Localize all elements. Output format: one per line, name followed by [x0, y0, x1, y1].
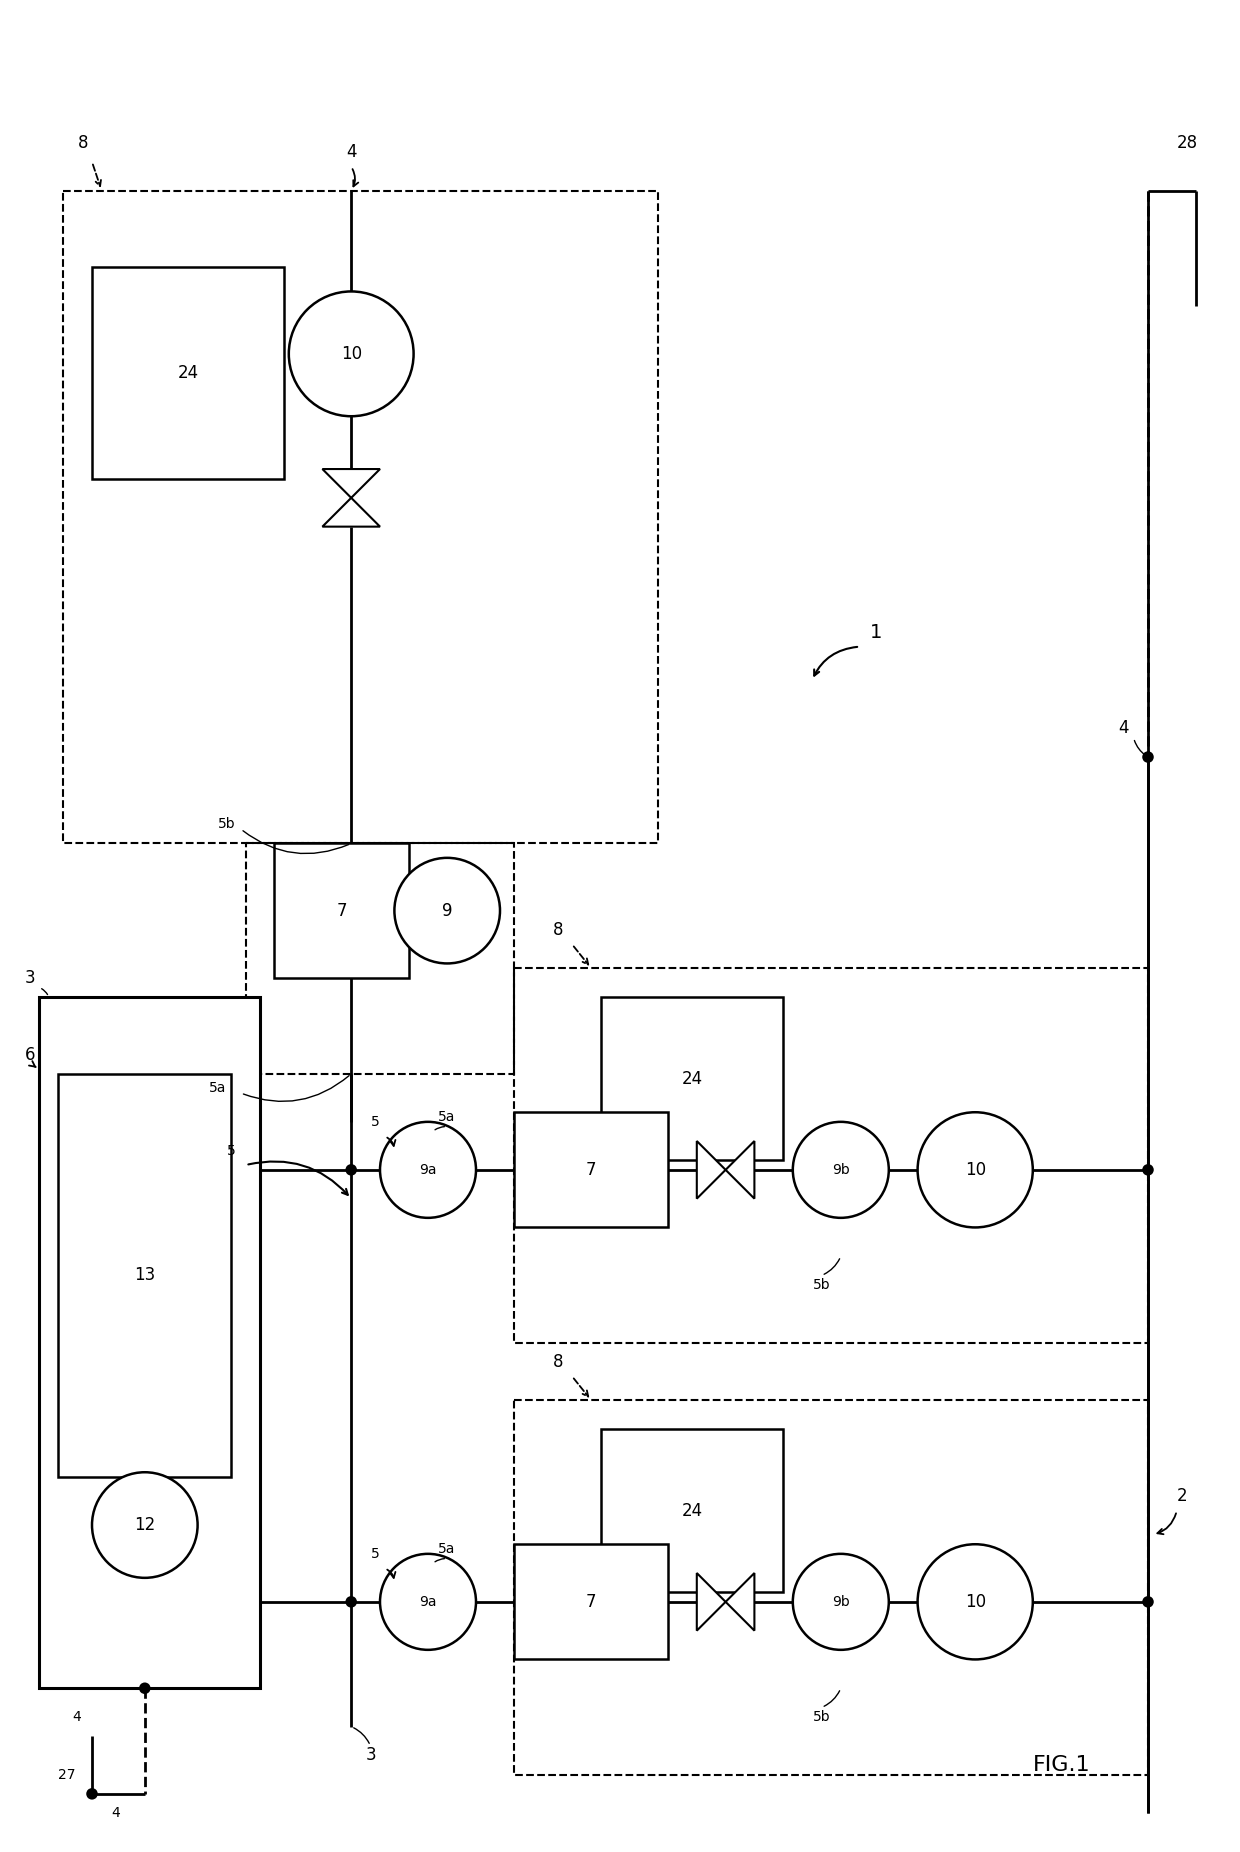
Circle shape [379, 1122, 476, 1219]
Bar [63, 191, 658, 843]
Text: 28: 28 [1177, 133, 1198, 152]
Circle shape [792, 1122, 889, 1219]
Circle shape [346, 1165, 357, 1176]
Text: 9b: 9b [832, 1595, 849, 1609]
Text: 8: 8 [78, 133, 88, 152]
Circle shape [918, 1545, 1033, 1659]
Circle shape [792, 1554, 889, 1650]
Text: 9a: 9a [419, 1595, 436, 1609]
Text: 27: 27 [58, 1767, 76, 1782]
Circle shape [289, 291, 414, 417]
Circle shape [346, 1596, 357, 1608]
Text: 10: 10 [341, 344, 362, 363]
Bar [92, 267, 284, 478]
Text: 4: 4 [346, 143, 356, 161]
Text: 7: 7 [587, 1161, 596, 1180]
Text: 24: 24 [682, 1070, 703, 1087]
Text: 5b: 5b [218, 817, 236, 832]
Text: 6: 6 [25, 1046, 35, 1063]
Text: 4: 4 [112, 1806, 120, 1821]
Text: 13: 13 [134, 1267, 155, 1285]
Bar [515, 1113, 668, 1228]
Text: 8: 8 [553, 1352, 563, 1370]
Text: FIG.1: FIG.1 [1033, 1756, 1090, 1774]
Polygon shape [697, 1572, 725, 1630]
Bar [40, 996, 260, 1689]
Text: 1: 1 [869, 622, 882, 643]
Circle shape [92, 1472, 197, 1578]
Bar [601, 1430, 784, 1593]
Text: 7: 7 [336, 902, 347, 920]
Text: 5: 5 [371, 1115, 379, 1130]
Text: 5b: 5b [812, 1278, 831, 1293]
Text: 8: 8 [553, 920, 563, 939]
Circle shape [139, 1682, 150, 1695]
Circle shape [918, 1113, 1033, 1228]
Text: 4: 4 [1118, 719, 1128, 737]
Text: 5b: 5b [812, 1709, 831, 1724]
Polygon shape [725, 1572, 754, 1630]
Polygon shape [322, 498, 379, 526]
Bar [58, 1074, 231, 1478]
Text: 5: 5 [371, 1546, 379, 1561]
Bar [274, 843, 409, 978]
Text: 5: 5 [227, 1145, 236, 1158]
Text: 3: 3 [366, 1746, 376, 1765]
Text: 10: 10 [965, 1161, 986, 1180]
Text: 5a: 5a [438, 1543, 455, 1556]
Text: 5a: 5a [210, 1082, 227, 1095]
Bar [515, 969, 1148, 1343]
Text: 12: 12 [134, 1517, 155, 1533]
Text: 7: 7 [587, 1593, 596, 1611]
Text: 10: 10 [965, 1593, 986, 1611]
Text: 9a: 9a [419, 1163, 436, 1176]
Polygon shape [725, 1141, 754, 1198]
Circle shape [394, 857, 500, 963]
Polygon shape [322, 469, 379, 498]
Text: 24: 24 [177, 365, 198, 382]
Text: 5a: 5a [438, 1109, 455, 1124]
Text: 2: 2 [1177, 1487, 1188, 1506]
Text: 4: 4 [73, 1709, 82, 1724]
Bar [601, 996, 784, 1159]
Circle shape [87, 1787, 98, 1800]
Circle shape [1142, 1165, 1153, 1176]
Text: 9b: 9b [832, 1163, 849, 1176]
Text: 3: 3 [25, 969, 36, 987]
Bar [515, 1400, 1148, 1774]
Polygon shape [697, 1141, 725, 1198]
Circle shape [1142, 752, 1153, 763]
Circle shape [379, 1554, 476, 1650]
Text: 9: 9 [441, 902, 453, 920]
Bar [246, 843, 515, 1074]
Circle shape [1142, 1596, 1153, 1608]
Text: 24: 24 [682, 1502, 703, 1520]
Bar [515, 1545, 668, 1659]
